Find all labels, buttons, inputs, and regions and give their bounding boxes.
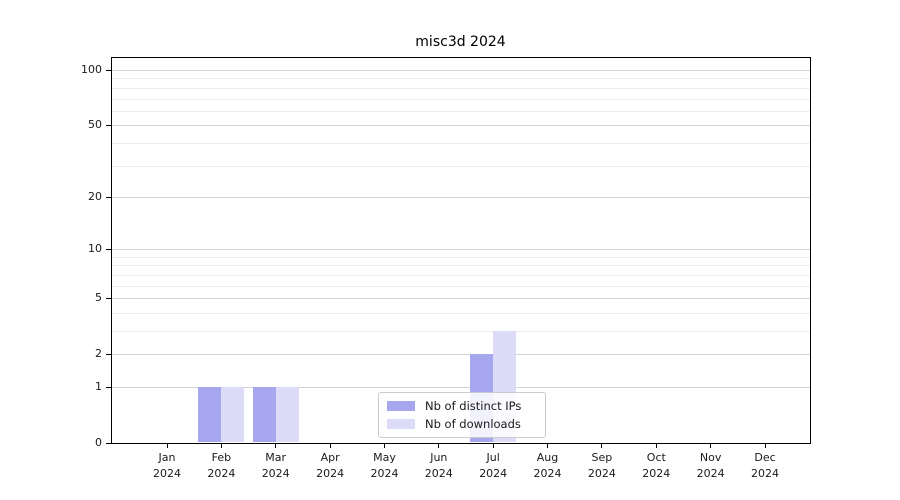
plot-area <box>111 57 811 444</box>
legend: Nb of distinct IPs Nb of downloads <box>378 392 546 438</box>
x-axis-tick <box>329 443 331 448</box>
gridline-minor <box>112 331 810 332</box>
x-axis-tick <box>601 443 603 448</box>
gridline-minor <box>112 312 810 314</box>
gridline-major <box>112 125 810 127</box>
y-axis-tick <box>106 298 111 300</box>
y-axis-tick-label: 5 <box>95 291 102 305</box>
x-axis-tick-label-jan: Jan 2024 <box>153 451 181 480</box>
y-axis-tick-label: 50 <box>88 118 102 132</box>
x-axis-tick <box>547 443 548 448</box>
y-axis-tick-label: 1 <box>95 380 102 393</box>
gridline-minor <box>112 265 810 267</box>
gridline-minor <box>112 142 810 144</box>
gridline-minor <box>112 165 810 167</box>
gridline-major <box>112 70 810 71</box>
legend-item-downloads: Nb of downloads <box>387 417 537 431</box>
legend-swatch-distinct-ips <box>387 401 415 412</box>
gridline-minor <box>112 274 810 276</box>
x-axis-tick <box>655 443 657 448</box>
x-axis-tick-label-aug: Aug 2024 <box>533 451 562 480</box>
legend-item-distinct-ips: Nb of distinct IPs <box>387 399 537 413</box>
x-axis-tick <box>438 443 440 448</box>
y-axis-tick-label: 0 <box>95 436 102 449</box>
gridline-minor <box>112 87 810 89</box>
y-axis-tick-label: 100 <box>81 63 102 76</box>
x-axis-tick-label-mar: Mar 2024 <box>261 451 290 480</box>
y-axis-tick-label: 2 <box>95 347 102 361</box>
y-axis-tick <box>106 443 111 444</box>
gridline-minor <box>112 285 810 287</box>
x-axis-tick-label-nov: Nov 2024 <box>696 451 725 480</box>
bar-distinct-ips-mar <box>252 387 276 442</box>
y-axis-tick-label: 10 <box>88 242 102 256</box>
y-axis-tick-label: 20 <box>88 189 102 203</box>
x-axis-tick-label-feb: Feb 2024 <box>207 451 236 480</box>
x-axis-tick-label-oct: Oct 2024 <box>642 451 671 480</box>
x-axis-tick-label-jun: Jun 2024 <box>424 451 453 480</box>
legend-swatch-downloads <box>387 418 415 429</box>
chart-title: misc3d 2024 <box>415 34 506 50</box>
x-axis-tick-label-may: May 2024 <box>370 451 399 480</box>
y-axis-tick <box>106 196 111 198</box>
bar-distinct-ips-feb <box>198 387 222 442</box>
x-axis-tick <box>275 443 277 448</box>
x-axis-tick-label-dec: Dec 2024 <box>751 451 779 480</box>
y-axis-tick <box>106 125 111 127</box>
x-axis-tick <box>166 443 168 448</box>
x-axis-tick-label-jul: Jul 2024 <box>479 451 508 480</box>
y-axis-tick <box>106 387 111 388</box>
x-axis-tick-label-sep: Sep 2024 <box>587 451 616 480</box>
legend-label-distinct-ips: Nb of distinct IPs <box>425 399 522 414</box>
x-axis-tick <box>384 443 385 448</box>
gridline-major <box>112 298 810 300</box>
gridline-major <box>112 249 810 251</box>
x-axis-tick <box>710 443 712 448</box>
gridline-minor <box>112 98 810 100</box>
gridline-major <box>112 196 810 198</box>
legend-label-downloads: Nb of downloads <box>425 416 521 431</box>
x-axis-tick <box>220 443 222 448</box>
gridline-minor <box>112 78 810 80</box>
x-axis-tick <box>492 443 494 448</box>
y-axis-tick <box>106 354 111 356</box>
gridline-minor <box>112 110 810 112</box>
x-axis-tick <box>764 443 766 448</box>
gridline-major <box>112 387 810 388</box>
bar-downloads-mar <box>275 387 299 442</box>
gridline-major <box>112 354 810 356</box>
y-axis-tick <box>106 70 111 71</box>
gridline-minor <box>112 256 810 258</box>
y-axis-tick <box>106 249 111 251</box>
bar-downloads-feb <box>221 387 245 442</box>
x-axis-tick-label-apr: Apr 2024 <box>316 451 345 480</box>
